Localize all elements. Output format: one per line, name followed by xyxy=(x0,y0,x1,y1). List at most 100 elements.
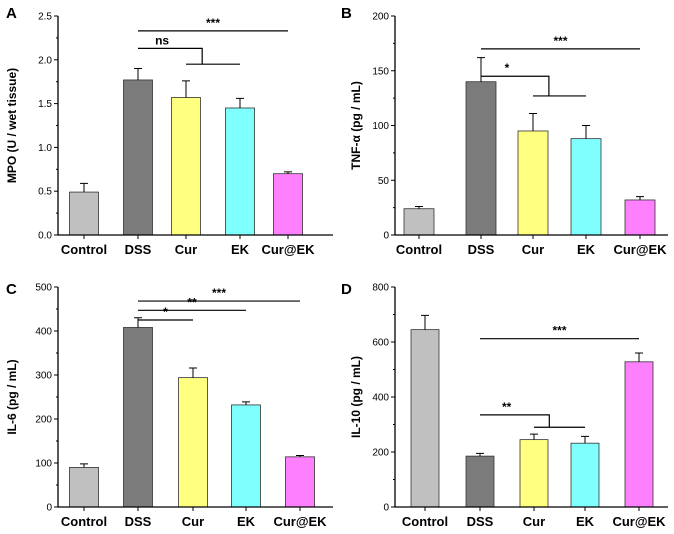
bar-d-cur xyxy=(519,439,549,508)
y-tick-label-d: 400 xyxy=(372,393,389,404)
panel-letter-c: C xyxy=(6,281,17,298)
y-axis-title-b: TNF-α (pg / mL) xyxy=(349,81,363,170)
significance-label-a: ns xyxy=(155,33,169,47)
error-bar-d-ek xyxy=(581,435,589,444)
x-label-d-cur: Cur xyxy=(523,514,545,529)
significance-bracket-a xyxy=(138,47,240,65)
y-tick-label-d: 800 xyxy=(372,283,389,294)
x-label-b-dss: DSS xyxy=(468,242,495,257)
bar-d-ek xyxy=(570,442,600,508)
y-axis-title-c: IL-6 (pg / mL) xyxy=(5,359,19,434)
y-tick-label-b: 0 xyxy=(383,231,389,242)
panel-letter-a: A xyxy=(6,5,17,22)
error-bar-c-ek xyxy=(242,401,250,405)
error-bar-a-cur xyxy=(182,80,190,98)
x-label-a-dss: DSS xyxy=(125,242,152,257)
x-label-c-dss: DSS xyxy=(125,514,152,529)
error-bar-d-control xyxy=(421,314,429,330)
y-tick-label-c: 0 xyxy=(46,503,52,514)
error-bar-a-cur-at-ek xyxy=(284,171,292,174)
significance-label-d: ** xyxy=(502,400,512,414)
significance-label-d: *** xyxy=(552,324,566,338)
bar-d-control xyxy=(410,329,440,508)
bar-c-cur-at-ek xyxy=(285,456,315,508)
y-tick-label-c: 300 xyxy=(35,371,52,382)
error-bar-b-ek xyxy=(582,125,590,139)
error-bar-a-ek xyxy=(236,97,244,108)
y-tick-label-c: 100 xyxy=(35,459,52,470)
y-axis-title-d: IL-10 (pg / mL) xyxy=(349,356,363,438)
x-label-d-cur-at-ek: Cur@EK xyxy=(612,514,666,529)
bar-c-control xyxy=(69,466,99,508)
bar-d-dss xyxy=(465,455,495,508)
bar-a-ek xyxy=(225,107,255,236)
error-bar-c-control xyxy=(80,463,88,468)
x-label-a-cur-at-ek: Cur@EK xyxy=(261,242,315,257)
y-tick-label-c: 500 xyxy=(35,283,52,294)
error-bar-b-cur-at-ek xyxy=(636,196,644,200)
x-label-c-cur: Cur xyxy=(182,514,204,529)
panel-il-10: D 0 200 400 600 800 Control DSS Cur EK Cur@EK IL-1… xyxy=(341,281,668,529)
y-axis-title-a: MPO (U / wet tissue) xyxy=(5,68,19,183)
bar-c-cur xyxy=(178,377,208,508)
bar-a-dss xyxy=(123,79,153,236)
error-bar-a-control xyxy=(80,182,88,193)
bar-a-control xyxy=(69,191,99,236)
panel-letter-d: D xyxy=(341,281,352,298)
y-tick-label-d: 0 xyxy=(383,503,389,514)
x-label-a-cur: Cur xyxy=(175,242,197,257)
x-label-c-cur-at-ek: Cur@EK xyxy=(273,514,327,529)
error-bar-c-dss xyxy=(134,317,142,328)
bar-b-ek xyxy=(570,138,602,236)
x-label-c-control: Control xyxy=(61,514,107,529)
y-tick-label-a: 2.5 xyxy=(38,12,52,23)
bar-b-control xyxy=(403,208,435,236)
x-label-a-control: Control xyxy=(61,242,107,257)
x-label-c-ek: EK xyxy=(237,514,256,529)
y-tick-label-c: 200 xyxy=(35,415,52,426)
y-tick-label-b: 50 xyxy=(378,176,390,187)
error-bar-b-control xyxy=(415,206,423,209)
y-tick-label-d: 600 xyxy=(372,338,389,349)
x-label-b-cur-at-ek: Cur@EK xyxy=(613,242,667,257)
y-tick-label-a: 1.5 xyxy=(38,99,52,110)
panel-mpo: A 0.0 0.5 1.0 1.5 2.0 2.5 Control DSS Cur EK Cur@E… xyxy=(5,5,333,257)
panel-il-6: C 0 100 200 300 400 500 Control DSS Cur EK Cur@EK I… xyxy=(5,281,333,529)
x-label-b-control: Control xyxy=(396,242,442,257)
significance-label-a: *** xyxy=(206,16,220,30)
x-label-b-cur: Cur xyxy=(522,242,544,257)
significance-bracket-b xyxy=(481,75,586,97)
error-bar-d-cur-at-ek xyxy=(635,352,643,362)
y-tick-label-d: 200 xyxy=(372,448,389,459)
bar-a-cur xyxy=(171,97,201,236)
y-tick-label-b: 150 xyxy=(372,66,389,77)
x-label-d-dss: DSS xyxy=(467,514,494,529)
y-tick-label-b: 200 xyxy=(372,12,389,23)
bar-c-dss xyxy=(123,327,153,508)
significance-label-c: * xyxy=(163,305,168,319)
bar-c-ek xyxy=(231,404,261,508)
panel-tnf-alpha: B 0 50 100 150 200 Control DSS Cur EK Cur@EK TNF-α… xyxy=(341,5,668,257)
significance-label-c: *** xyxy=(212,286,226,300)
error-bar-c-cur-at-ek xyxy=(296,455,304,457)
bar-a-cur-at-ek xyxy=(273,173,303,236)
x-label-d-control: Control xyxy=(402,514,448,529)
y-tick-label-a: 0.0 xyxy=(38,231,52,242)
error-bar-c-cur xyxy=(189,367,197,378)
y-tick-label-b: 100 xyxy=(372,121,389,132)
bar-d-cur-at-ek xyxy=(624,361,654,508)
panel-letter-b: B xyxy=(341,5,352,22)
significance-label-c: ** xyxy=(187,295,197,309)
significance-label-b: *** xyxy=(553,34,567,48)
y-tick-label-a: 0.5 xyxy=(38,187,52,198)
significance-bracket-d xyxy=(480,414,585,428)
error-bar-b-dss xyxy=(477,57,485,82)
x-label-a-ek: EK xyxy=(231,242,250,257)
bar-b-cur-at-ek xyxy=(624,199,656,236)
x-label-b-ek: EK xyxy=(577,242,596,257)
bar-b-dss xyxy=(465,81,497,236)
y-tick-label-a: 2.0 xyxy=(38,55,52,66)
y-tick-label-c: 400 xyxy=(35,327,52,338)
error-bar-d-cur xyxy=(530,433,538,440)
